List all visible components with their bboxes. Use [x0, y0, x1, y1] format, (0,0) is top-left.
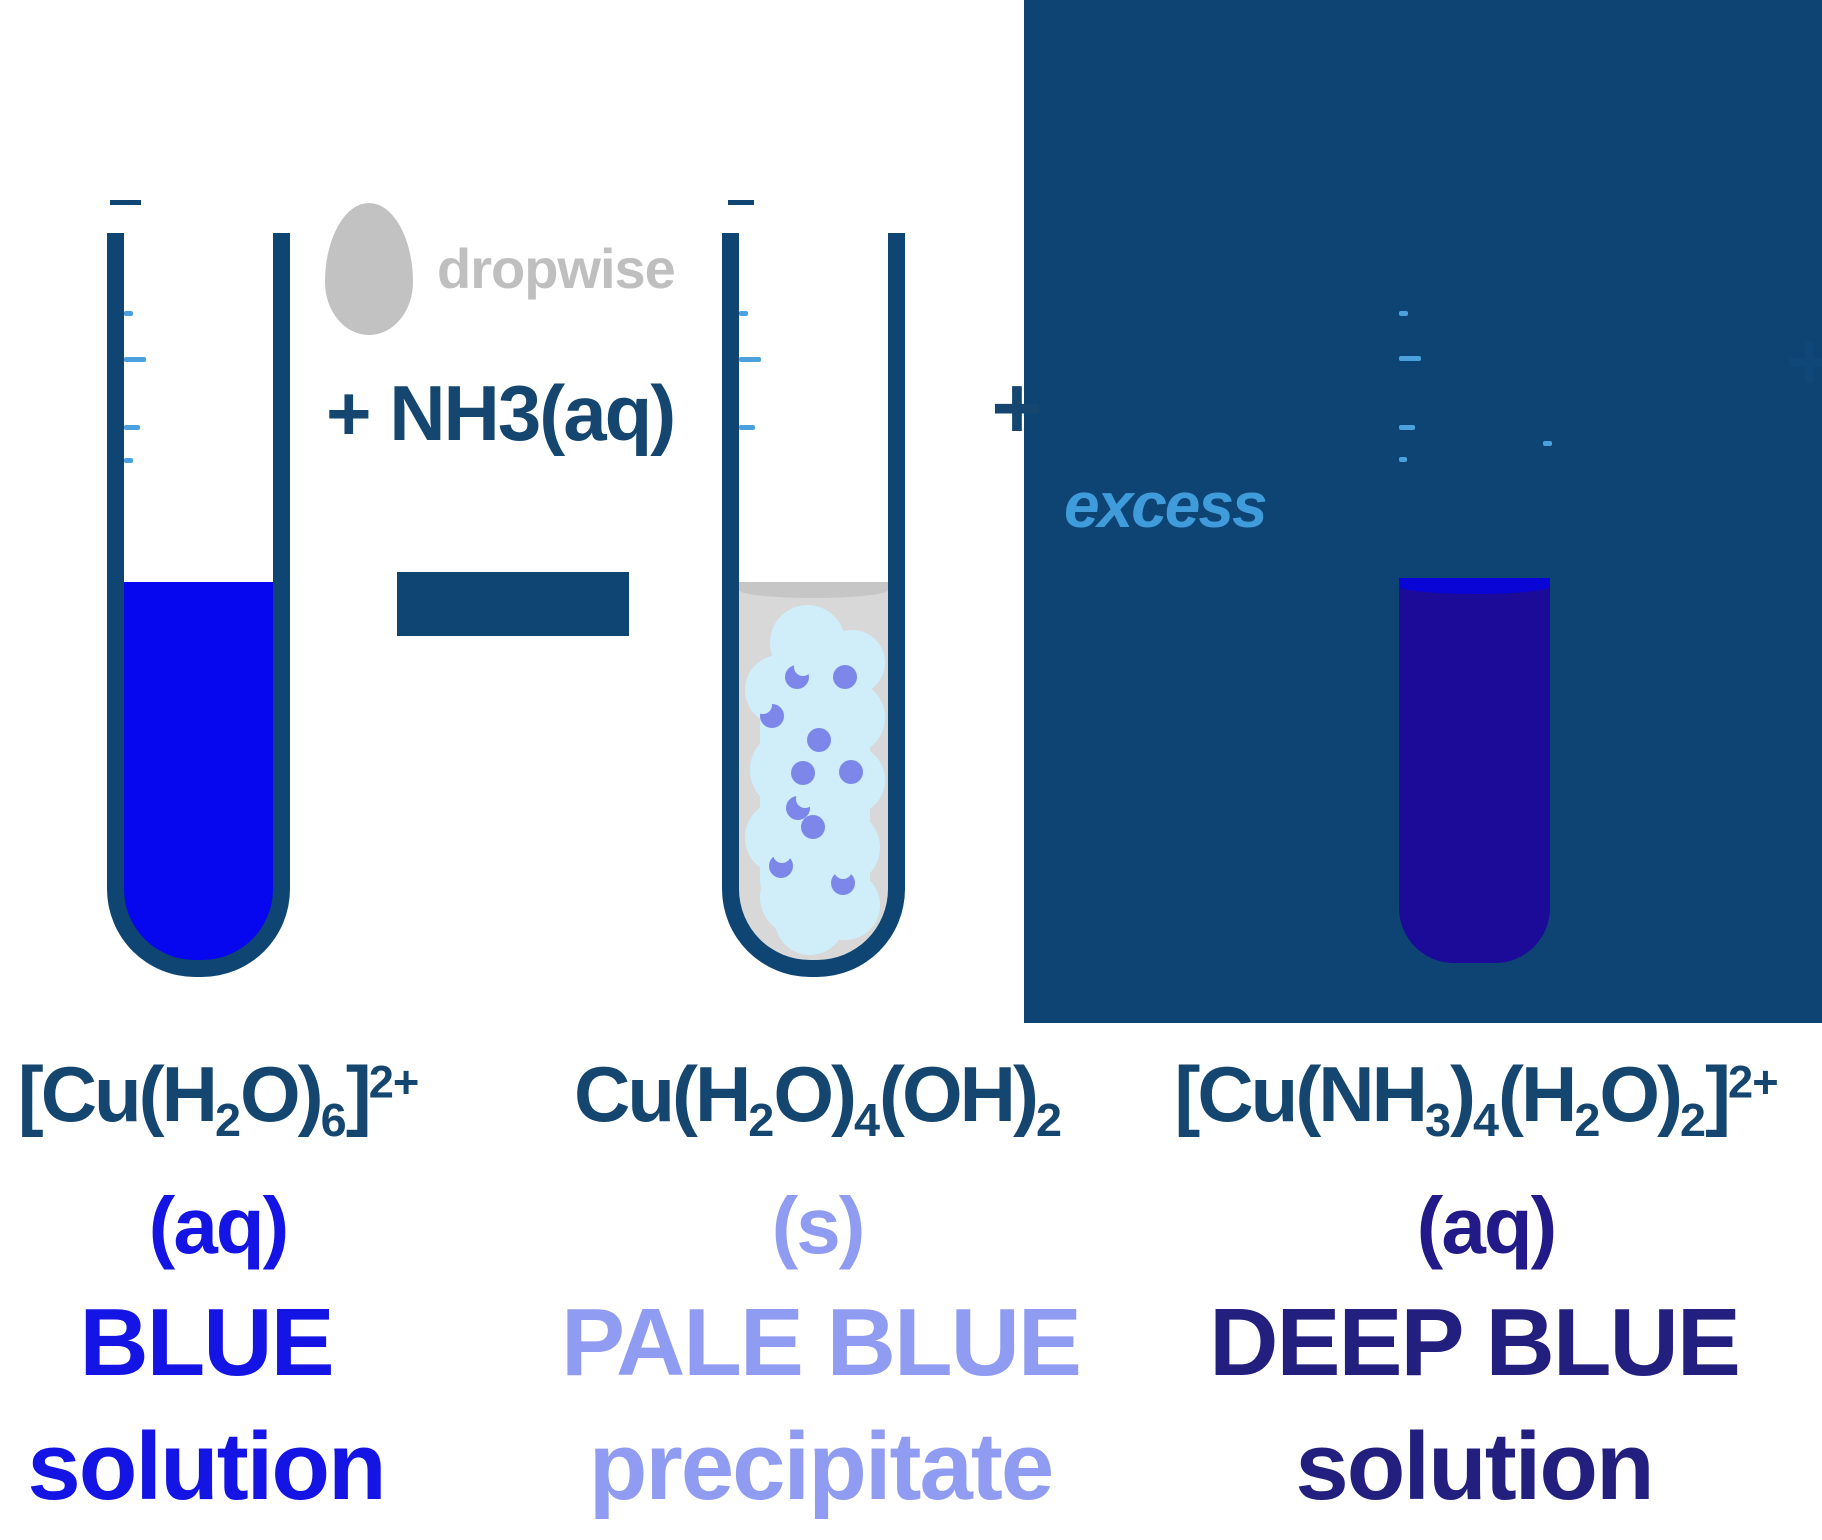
precipitate-particle — [786, 790, 814, 820]
tick-mark — [124, 458, 133, 463]
label-pale-blue-precipitate: precipitate — [588, 1413, 1054, 1520]
reaction-arrow — [397, 572, 629, 636]
deep-blue-solution-liquid — [1399, 578, 1550, 963]
state-label-aq-left: (aq) — [148, 1181, 290, 1270]
nh3-reagent-label: + NH3(aq) — [326, 369, 676, 457]
precipitate-particle — [769, 845, 793, 878]
excess-label: excess — [1064, 469, 1268, 541]
label-blue: BLUE — [79, 1289, 334, 1396]
precipitate-particle — [833, 665, 857, 689]
tick-mark — [739, 357, 761, 362]
precipitate-particle — [839, 760, 863, 784]
tick-mark — [124, 425, 140, 430]
formula-tetraamminecopper: [Cu(NH3)4(H2O)2]2+ — [1174, 1050, 1778, 1146]
state-label-aq-right: (aq) — [1416, 1181, 1558, 1270]
tick-mark — [739, 311, 748, 316]
label-deep-blue: DEEP BLUE — [1209, 1289, 1741, 1396]
tick-mark — [1543, 441, 1552, 446]
tick-mark — [1399, 457, 1407, 462]
label-pale-blue: PALE BLUE — [561, 1289, 1082, 1396]
meniscus-line — [739, 582, 888, 598]
fill-level-mark-middle — [728, 200, 754, 205]
fill-level-mark-left — [110, 200, 141, 205]
tick-mark — [1399, 356, 1421, 361]
precipitate-particle — [785, 658, 812, 689]
meniscus-line — [1399, 578, 1550, 594]
test-tube-middle — [722, 233, 905, 977]
precipitate-suspension — [739, 582, 888, 960]
state-label-s: (s) — [771, 1181, 866, 1270]
plus-sign-partial: + — [1786, 317, 1822, 406]
precipitate-particle — [801, 815, 825, 839]
formula-copper-hydroxide: Cu(H2O)4(OH)2 — [574, 1050, 1062, 1146]
precipitate-particle — [791, 761, 815, 785]
label-blue-solution: solution — [27, 1413, 386, 1520]
precipitate-particle — [754, 696, 784, 728]
formula-hexaaquacopper: [Cu(H2O)6]2+ — [17, 1050, 420, 1146]
plus-sign: + — [991, 358, 1043, 457]
dropwise-label: dropwise — [437, 237, 676, 300]
tick-mark — [1399, 425, 1415, 430]
tick-mark — [739, 425, 755, 430]
test-tube-left — [107, 233, 290, 977]
precipitate-particle — [807, 728, 831, 752]
tick-mark — [124, 357, 146, 362]
tick-mark — [124, 311, 133, 316]
drop-icon — [325, 203, 413, 335]
tick-mark — [1399, 311, 1408, 316]
label-deep-blue-solution: solution — [1295, 1413, 1654, 1520]
